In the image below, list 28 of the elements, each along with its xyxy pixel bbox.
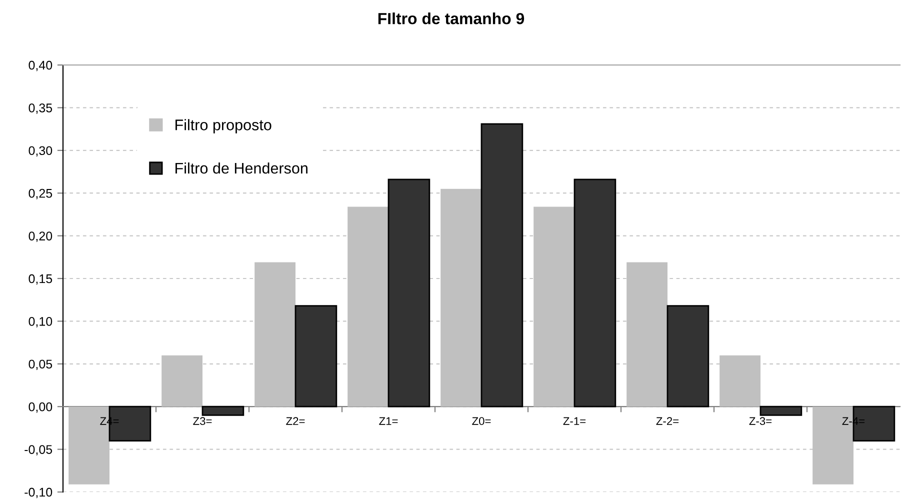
x-tick-label: Z1= <box>379 417 398 425</box>
y-tick-label: 0,15 <box>28 274 52 285</box>
x-tick-label: Z-2= <box>656 417 679 425</box>
x-tick-label: Z-3= <box>749 417 772 426</box>
y-tick-label: 0,05 <box>28 360 52 370</box>
bar <box>760 406 802 416</box>
bar <box>480 123 524 408</box>
bar <box>388 178 430 408</box>
x-tick-label: Z2= <box>286 417 305 425</box>
legend-label: Filtro de Henderson <box>176 162 308 174</box>
y-tick-label: 0,00 <box>28 402 52 413</box>
bar <box>574 178 616 408</box>
bar <box>294 305 338 408</box>
bar <box>202 406 244 416</box>
y-tick-label: 0,20 <box>28 232 52 242</box>
bar <box>666 305 710 408</box>
y-tick-label: -0,10 <box>24 488 52 498</box>
x-tick-label: Z3= <box>193 417 212 426</box>
chart-title: FIltro de tamanho 9 <box>378 12 524 24</box>
y-tick-label: -0,05 <box>24 445 52 456</box>
legend-label: Filtro proposto <box>176 119 272 134</box>
y-tick-label: 0,40 <box>28 60 52 72</box>
y-tick-label: 0,35 <box>28 104 52 114</box>
y-tick-label: 0,30 <box>28 146 52 157</box>
x-tick-label: Z0= <box>472 417 491 426</box>
x-tick-label: Z-1= <box>563 417 586 425</box>
y-tick-label: 0,10 <box>28 317 52 328</box>
y-tick-label: 0,25 <box>28 188 52 200</box>
